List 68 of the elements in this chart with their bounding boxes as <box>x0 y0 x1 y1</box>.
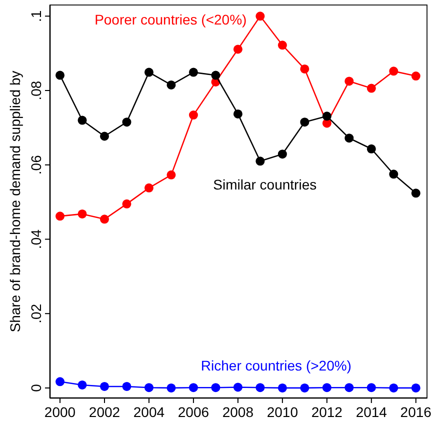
point <box>256 156 265 166</box>
point <box>233 382 242 392</box>
point <box>122 199 132 208</box>
point <box>300 383 310 392</box>
point <box>188 68 198 77</box>
x-tick-label: 2000 <box>44 404 76 420</box>
point <box>256 12 265 21</box>
series-label: Similar countries <box>213 176 317 193</box>
x-tick-label: 2004 <box>133 404 165 420</box>
point <box>211 383 220 392</box>
y-tick-label: .1 <box>28 10 44 22</box>
x-tick-label: 2014 <box>356 404 388 420</box>
point <box>233 109 242 118</box>
point <box>300 118 310 127</box>
point <box>122 118 132 127</box>
series-label: Poorer countries (<20%) <box>94 12 247 28</box>
point <box>411 188 420 198</box>
y-tick-label: .06 <box>28 154 44 175</box>
point <box>411 72 420 81</box>
point <box>233 44 242 54</box>
point <box>256 383 265 392</box>
point <box>78 380 87 390</box>
point <box>78 116 87 125</box>
point <box>278 150 287 159</box>
point <box>144 383 154 392</box>
x-tick-label: 2016 <box>400 404 432 420</box>
point <box>100 382 109 391</box>
point <box>411 383 420 392</box>
point <box>56 212 65 221</box>
point <box>278 40 287 50</box>
point <box>100 214 109 224</box>
x-tick-label: 2012 <box>311 404 343 420</box>
y-tick-label: .04 <box>28 229 44 249</box>
x-tick-label: 2006 <box>178 404 210 420</box>
y-tick-label: .02 <box>28 304 44 324</box>
point <box>366 144 376 154</box>
point <box>78 209 87 218</box>
point <box>389 383 398 392</box>
point <box>300 64 310 74</box>
point <box>322 383 332 392</box>
point <box>366 84 376 93</box>
point <box>144 68 154 77</box>
x-tick-label: 2010 <box>266 404 298 420</box>
point <box>211 70 220 80</box>
series-label: Richer countries (>20%) <box>200 357 352 374</box>
point <box>344 134 354 143</box>
y-tick-label: .08 <box>28 80 44 100</box>
point <box>166 383 176 392</box>
y-tick-label: 0 <box>28 384 44 392</box>
point <box>344 76 354 86</box>
point <box>166 170 176 180</box>
point <box>56 377 65 386</box>
point <box>144 183 154 192</box>
point <box>389 66 398 76</box>
point <box>188 110 198 120</box>
point <box>56 70 65 80</box>
point <box>389 170 398 179</box>
point <box>166 80 176 90</box>
point <box>322 112 332 121</box>
point <box>122 382 132 391</box>
x-tick-label: 2002 <box>88 404 120 420</box>
point <box>188 383 198 392</box>
x-tick-label: 2008 <box>222 404 254 420</box>
point <box>100 132 109 141</box>
point <box>344 383 354 392</box>
point <box>278 383 287 392</box>
point <box>366 383 376 392</box>
y-axis-title: Share of brand-home demand supplied by <box>7 70 23 332</box>
